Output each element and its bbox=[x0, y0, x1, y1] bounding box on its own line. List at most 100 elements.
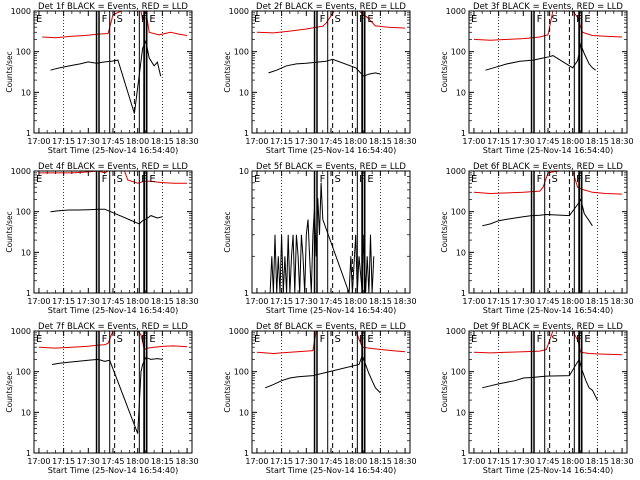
y-tick-label: 1 bbox=[244, 449, 249, 458]
x-tick-label: 18:15 bbox=[369, 137, 392, 146]
plot-frame bbox=[468, 10, 628, 134]
marker-label: F bbox=[141, 174, 147, 185]
y-axis-label: Counts/sec bbox=[223, 211, 232, 252]
marker-label: F bbox=[576, 14, 582, 25]
y-tick-label: 1 bbox=[26, 449, 31, 458]
marker-label: S bbox=[116, 334, 122, 345]
marker-label: E bbox=[471, 174, 477, 185]
marker-label: E bbox=[149, 14, 155, 25]
x-tick-label: 17:45 bbox=[319, 137, 342, 146]
x-tick-label: 18:30 bbox=[611, 137, 634, 146]
x-tick-label: 17:30 bbox=[77, 297, 100, 306]
y-axis-label: Counts/sec bbox=[223, 371, 232, 412]
y-tick-label: 1 bbox=[244, 129, 249, 138]
events-series-line bbox=[482, 198, 593, 227]
x-axis-label: Start Time (25-Nov-14 16:54:40) bbox=[483, 466, 613, 475]
y-tick-label: 1 bbox=[26, 129, 31, 138]
y-axis-label: Counts/sec bbox=[440, 211, 449, 252]
x-tick-label: 18:30 bbox=[611, 457, 634, 466]
x-tick-label: 17:00 bbox=[245, 457, 268, 466]
x-axis-label: Start Time (25-Nov-14 16:54:40) bbox=[266, 306, 396, 315]
y-tick-label: 10 bbox=[239, 88, 249, 97]
marker-label: E bbox=[367, 174, 373, 185]
x-tick-label: 18:00 bbox=[561, 297, 584, 306]
y-tick-label: 10 bbox=[21, 248, 31, 257]
marker-label: F bbox=[320, 174, 326, 185]
y-tick-label: 1 bbox=[461, 289, 466, 298]
marker-label: E bbox=[254, 334, 260, 345]
marker-label: F bbox=[537, 14, 543, 25]
y-tick-label: 10 bbox=[21, 88, 31, 97]
y-axis-label: Counts/sec bbox=[5, 51, 14, 92]
marker-label: S bbox=[116, 14, 122, 25]
x-tick-label: 18:00 bbox=[344, 457, 367, 466]
x-tick-label: 17:45 bbox=[101, 137, 124, 146]
events-series-line bbox=[50, 208, 163, 225]
y-tick-label: 1 bbox=[461, 129, 466, 138]
y-tick-label: 1000 bbox=[229, 7, 249, 16]
y-tick-label: 10 bbox=[239, 167, 249, 176]
x-tick-label: 17:45 bbox=[536, 137, 559, 146]
panel-title: Det 3f BLACK = Events, RED = LLD bbox=[473, 2, 623, 12]
x-tick-label: 17:45 bbox=[536, 297, 559, 306]
panel-title: Det 4f BLACK = Events, RED = LLD bbox=[38, 162, 188, 172]
plot-frame bbox=[468, 170, 628, 294]
y-tick-label: 1000 bbox=[229, 327, 249, 336]
marker-label: E bbox=[471, 334, 477, 345]
x-tick-label: 17:15 bbox=[270, 137, 293, 146]
x-tick-label: 17:30 bbox=[295, 297, 318, 306]
plot-frame bbox=[33, 10, 193, 134]
panel-title: Det 8f BLACK = Events, RED = LLD bbox=[256, 322, 406, 332]
x-tick-label: 17:00 bbox=[462, 457, 485, 466]
marker-label: S bbox=[551, 334, 557, 345]
x-tick-label: 17:15 bbox=[270, 457, 293, 466]
x-tick-label: 17:30 bbox=[512, 137, 535, 146]
y-tick-label: 100 bbox=[451, 368, 466, 377]
events-series-line bbox=[265, 354, 381, 394]
y-axis-label: Counts/sec bbox=[223, 51, 232, 92]
x-tick-label: 18:30 bbox=[394, 457, 417, 466]
panel-title: Det 9f BLACK = Events, RED = LLD bbox=[473, 322, 623, 332]
y-tick-label: 100 bbox=[451, 208, 466, 217]
x-tick-label: 17:30 bbox=[512, 457, 535, 466]
x-axis-label: Start Time (25-Nov-14 16:54:40) bbox=[483, 146, 613, 155]
marker-label: E bbox=[149, 174, 155, 185]
x-tick-label: 17:30 bbox=[512, 297, 535, 306]
x-tick-label: 17:00 bbox=[27, 297, 50, 306]
marker-label: E bbox=[36, 174, 42, 185]
x-tick-label: 17:45 bbox=[536, 457, 559, 466]
panel-title: Det 1f BLACK = Events, RED = LLD bbox=[38, 2, 188, 12]
marker-label: E bbox=[584, 334, 590, 345]
events-series-line bbox=[482, 358, 598, 401]
x-tick-label: 17:00 bbox=[462, 137, 485, 146]
y-tick-label: 10 bbox=[456, 248, 466, 257]
x-tick-label: 18:30 bbox=[176, 457, 199, 466]
marker-label: F bbox=[576, 334, 582, 345]
y-tick-label: 1000 bbox=[446, 7, 466, 16]
marker-label: F bbox=[359, 174, 365, 185]
marker-label: F bbox=[102, 14, 108, 25]
y-axis-label: Counts/sec bbox=[440, 51, 449, 92]
x-tick-label: 17:30 bbox=[77, 457, 100, 466]
y-tick-label: 1 bbox=[461, 449, 466, 458]
marker-label: S bbox=[334, 174, 340, 185]
marker-label: E bbox=[149, 334, 155, 345]
x-tick-label: 18:15 bbox=[586, 137, 609, 146]
y-axis-label: Counts/sec bbox=[5, 211, 14, 252]
x-tick-label: 18:00 bbox=[126, 297, 149, 306]
marker-label: F bbox=[320, 334, 326, 345]
plot-frame bbox=[468, 330, 628, 454]
x-tick-label: 17:30 bbox=[295, 457, 318, 466]
x-tick-label: 17:15 bbox=[487, 457, 510, 466]
x-axis-label: Start Time (25-Nov-14 16:54:40) bbox=[483, 306, 613, 315]
marker-label: S bbox=[334, 334, 340, 345]
y-tick-label: 1 bbox=[244, 289, 249, 298]
events-series-line bbox=[485, 42, 596, 71]
marker-label: F bbox=[141, 14, 147, 25]
x-tick-label: 17:15 bbox=[487, 137, 510, 146]
